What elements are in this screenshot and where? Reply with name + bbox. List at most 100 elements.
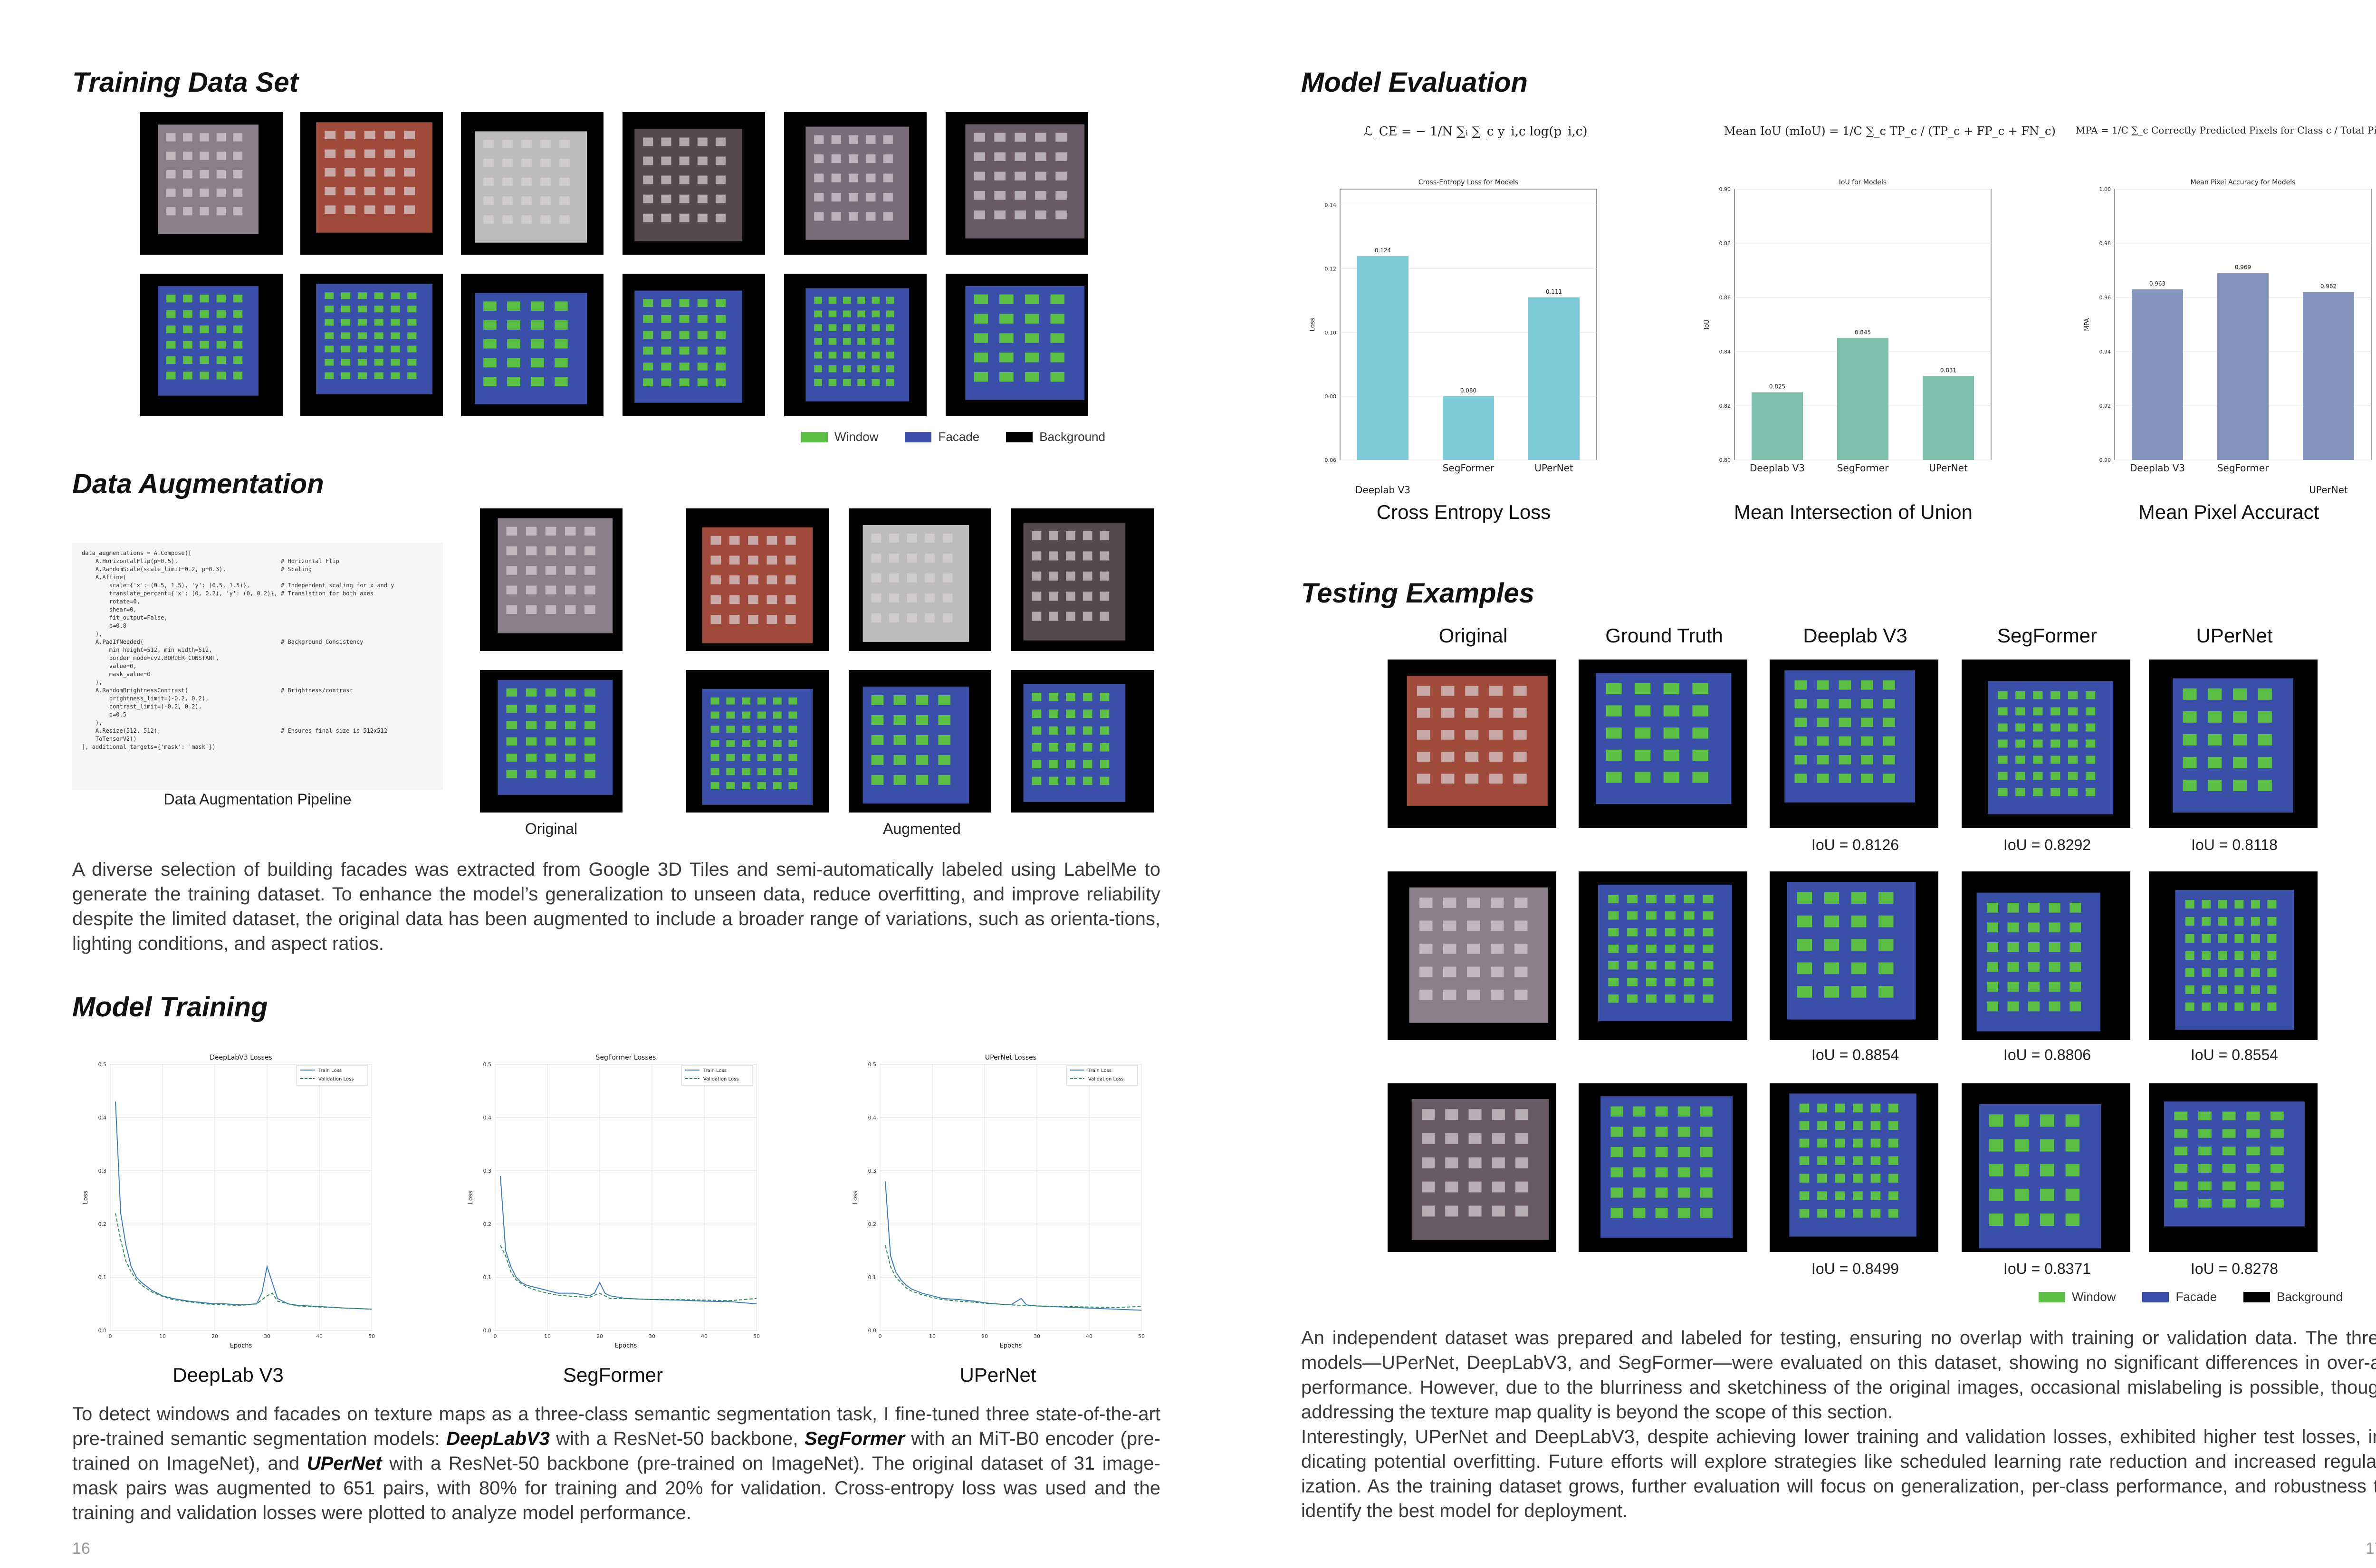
bar	[1752, 392, 1803, 460]
model-deeplab: DeepLabV3	[446, 1428, 550, 1449]
bar-svg: IoU for Models 0.80 0.82 0.84 0.86 0.88 0.90 Io…	[1704, 179, 1992, 474]
iou-r1-segformer: IoU = 0.8806	[2003, 1046, 2091, 1063]
x-tick-label: 40	[316, 1333, 323, 1339]
y-tick-label: 1.00	[2099, 186, 2111, 192]
category-label: Deeplab V3	[1355, 484, 1410, 496]
y-tick-label: 0.88	[1719, 240, 1731, 247]
train-mask-6	[946, 274, 1088, 416]
col-upernet: UPerNet	[2196, 624, 2273, 647]
testing-legend: Window Facade Background	[2039, 1290, 2357, 1304]
y-tick-label: 0.08	[1325, 393, 1337, 400]
test-r1-c3	[1770, 660, 1938, 828]
y-tick-label: 0.1	[483, 1274, 492, 1281]
x-tick-label: 50	[753, 1333, 760, 1339]
category-label: Deeplab V3	[1750, 462, 1805, 474]
test-r1-c1	[1388, 660, 1556, 828]
train-photo-5	[784, 112, 927, 255]
training-text-2: with a ResNet-50 backbone,	[549, 1428, 805, 1449]
chart-title: Cross-Entropy Loss for Models	[1418, 179, 1518, 186]
legend-label: Train Loss	[318, 1068, 342, 1073]
legend-box	[296, 1065, 368, 1086]
bar	[2303, 292, 2354, 460]
y-tick-label: 0.06	[1325, 457, 1337, 463]
category-label: UPerNet	[2309, 484, 2348, 496]
iou-r2-segformer: IoU = 0.8371	[2003, 1260, 2091, 1277]
y-tick-label: 0.14	[1325, 202, 1337, 209]
bar	[1528, 297, 1580, 460]
model-evaluation-title: Model Evaluation	[1301, 67, 1528, 98]
ce-formula: ℒ_CE = − 1/N ∑ᵢ ∑_c y_i,c log(p_i,c)	[1364, 124, 1588, 139]
augmentation-code: data_augmentations = A.Compose([ A.Horiz…	[72, 543, 443, 790]
data-augmentation-title: Data Augmentation	[72, 468, 324, 499]
testing-paragraph: An independent dataset was prepared and …	[1301, 1328, 2376, 1423]
train-photo-4	[623, 112, 765, 255]
train-mask-5	[784, 274, 927, 416]
aug-mask-3	[1011, 670, 1154, 813]
col-segformer: SegFormer	[1997, 624, 2098, 647]
y-tick-label: 0.80	[1719, 457, 1731, 463]
augmentation-paragraph: A diverse selection of building facades …	[72, 859, 1160, 954]
col-deeplab: Deeplab V3	[1803, 624, 1907, 647]
legend-label: Validation Loss	[703, 1077, 739, 1082]
x-tick-label: 40	[701, 1333, 708, 1339]
aug-mask-2	[849, 670, 991, 813]
y-tick-label: 0.12	[1325, 266, 1337, 272]
iou-r2-deeplab: IoU = 0.8499	[1811, 1260, 1899, 1277]
x-tick-label: 20	[596, 1333, 603, 1339]
y-tick-label: 0.5	[98, 1061, 107, 1068]
validation-loss-line	[885, 1245, 1142, 1308]
mpa-caption: Mean Pixel Accuract	[2138, 501, 2319, 523]
test-r3-c1	[1388, 1083, 1556, 1252]
mpa-formula: MPA = 1/C ∑_c Correctly Predicted Pixels…	[2076, 124, 2376, 136]
iou-bar-chart: IoU for Models 0.80 0.82 0.84 0.86 0.88 0.90 Io…	[1696, 175, 2001, 498]
y-tick-label: 0.5	[483, 1061, 492, 1068]
ce-caption: Cross Entropy Loss	[1376, 501, 1551, 523]
y-tick-label: 0.0	[483, 1328, 492, 1334]
data-label: 0.963	[2149, 280, 2165, 287]
y-tick-label: 0.90	[1719, 186, 1731, 192]
category-label: UPerNet	[1534, 462, 1573, 474]
y-tick-label: 0.3	[868, 1168, 877, 1174]
y-tick-label: 0.10	[1325, 330, 1337, 336]
chart-title: UPerNet Losses	[985, 1054, 1036, 1061]
train-mask-2	[300, 274, 443, 416]
category-label: SegFormer	[1443, 462, 1495, 474]
train-photo-2	[300, 112, 443, 255]
training-paragraph: To detect windows and facades on texture…	[72, 1402, 1160, 1525]
aug-original-photo	[480, 508, 623, 651]
x-tick-label: 10	[159, 1333, 166, 1339]
aug-photo-2	[849, 508, 991, 651]
aug-original-mask	[480, 670, 623, 813]
data-label: 0.845	[1855, 329, 1871, 336]
miou-caption: Mean Intersection of Union	[1734, 501, 1973, 523]
x-tick-label: 30	[264, 1333, 270, 1339]
y-tick-label: 0.2	[98, 1221, 107, 1227]
y-tick-label: 0.2	[868, 1221, 877, 1227]
y-tick-label: 0.82	[1719, 403, 1731, 409]
y-tick-label: 0.3	[483, 1168, 492, 1174]
y-tick-label: 0.86	[1719, 295, 1731, 301]
x-tick-label: 30	[1034, 1333, 1040, 1339]
y-tick-label: 0.3	[98, 1168, 107, 1174]
x-tick-label: 30	[649, 1333, 655, 1339]
original-caption: Original	[525, 820, 578, 837]
x-tick-label: 0	[494, 1333, 497, 1339]
data-label: 0.969	[2235, 264, 2251, 271]
training-text-4: with a ResNet-50 backbone (pre-trained o…	[72, 1453, 1161, 1523]
pipeline-caption: Data Augmentation Pipeline	[163, 791, 352, 808]
bar-svg: Mean Pixel Accuracy for Models 0.90 0.92 0.…	[2084, 179, 2372, 496]
augmented-caption: Augmented	[883, 820, 961, 837]
y-tick-label: 0.0	[868, 1328, 877, 1334]
y-tick-label: 0.1	[868, 1274, 877, 1281]
x-axis-label: Epochs	[615, 1342, 637, 1349]
legend-label: Train Loss	[1088, 1068, 1111, 1073]
segformer-loss-chart: SegFormer Losses 0.0 0.1 0.2 0.3 0.4 0.5 0 10 20 3…	[462, 1050, 766, 1354]
category-label: Deeplab V3	[2130, 462, 2185, 474]
training-legend: Window Facade Background	[801, 430, 1120, 444]
y-tick-label: 0.94	[2099, 349, 2111, 355]
legend-background: Background	[1039, 430, 1105, 444]
legend-box	[1066, 1065, 1138, 1086]
chart-title: Mean Pixel Accuracy for Models	[2191, 179, 2296, 186]
window-swatch	[801, 431, 828, 442]
y-axis-label: Loss	[82, 1191, 89, 1205]
